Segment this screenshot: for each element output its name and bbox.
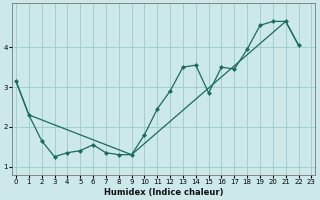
X-axis label: Humidex (Indice chaleur): Humidex (Indice chaleur) [104,188,223,197]
